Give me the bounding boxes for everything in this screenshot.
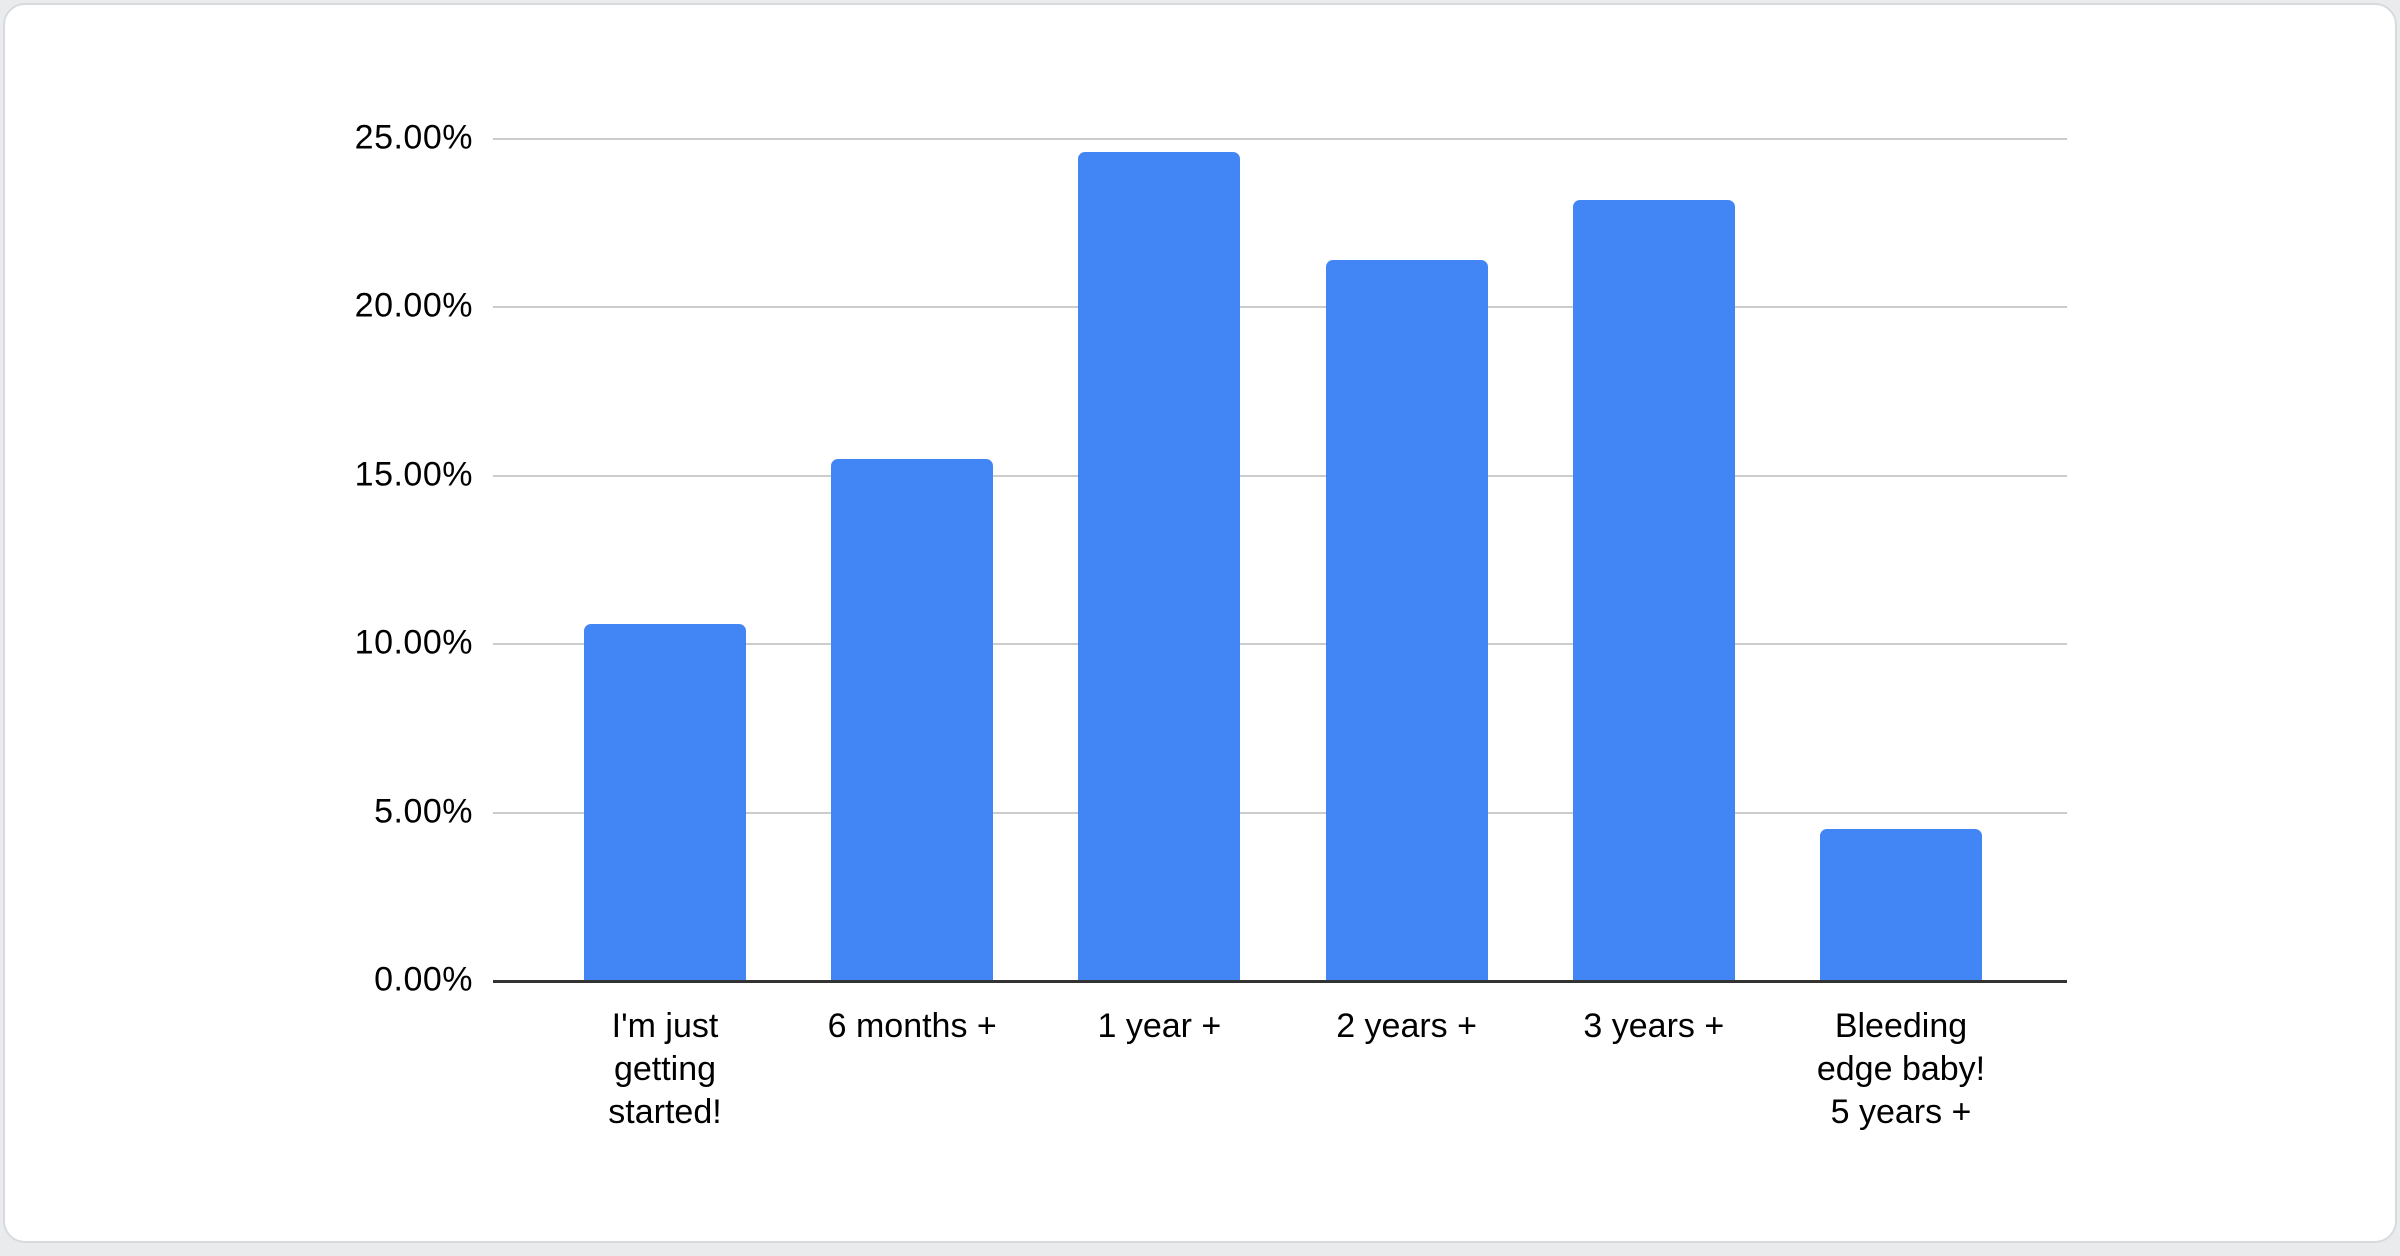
gridline — [493, 138, 2067, 140]
bar-3 — [1078, 152, 1240, 981]
x-axis-category-label: 2 years + — [1336, 1007, 1477, 1045]
x-axis-line — [493, 980, 2067, 983]
y-axis-tick-label: 10.00% — [354, 623, 473, 662]
x-axis-category-label: 1 year + — [1097, 1007, 1222, 1045]
gridline — [493, 474, 2067, 477]
x-axis-category-label: I'm just getting started! — [608, 1007, 722, 1131]
bar-1 — [584, 624, 746, 981]
gridline — [493, 306, 2067, 309]
gridline — [493, 643, 2067, 646]
y-axis-tick-label: 5.00% — [374, 792, 473, 831]
bar-5 — [1573, 200, 1735, 981]
y-axis-tick-label: 15.00% — [354, 455, 473, 494]
chart-card: 0.00% 5.00% 10.00% 15.00% 20.00% 25.00% I'm ju… — [3, 3, 2397, 1243]
bar-6 — [1820, 829, 1982, 981]
y-axis-tick-label: 0.00% — [374, 960, 473, 999]
bar-4 — [1326, 260, 1488, 981]
x-axis-category-label: 6 months + — [827, 1007, 997, 1045]
x-axis-category-label: 3 years + — [1583, 1007, 1725, 1045]
gridline — [493, 811, 2067, 814]
bar-2 — [831, 459, 993, 981]
x-axis-category-label: Bleeding edge baby! 5 years + — [1816, 1007, 1986, 1131]
y-axis-tick-label: 20.00% — [354, 287, 473, 326]
y-axis-tick-label: 25.00% — [354, 118, 473, 157]
